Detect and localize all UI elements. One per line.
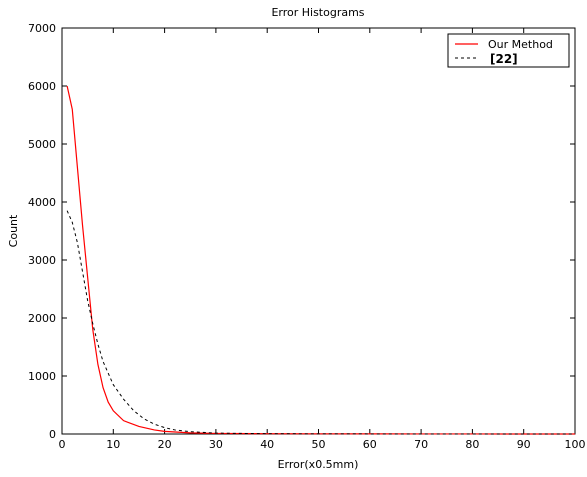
y-axis: 0 1000 2000 3000 4000 5000 6000 7000 <box>28 22 575 441</box>
y-tick-label: 0 <box>49 428 56 441</box>
legend: Our Method [22] <box>447 33 570 68</box>
x-tick-label: 60 <box>363 438 377 451</box>
x-tick-label: 50 <box>312 438 326 451</box>
x-tick-label: 10 <box>106 438 120 451</box>
x-tick-label: 0 <box>59 438 66 451</box>
y-tick-label: 7000 <box>28 22 56 35</box>
legend-label-22: [22] <box>490 52 518 66</box>
series-line-ref-22 <box>66 210 575 435</box>
chart-title: Error Histograms <box>271 6 364 19</box>
x-tick-label: 100 <box>565 438 586 451</box>
x-tick-label: 80 <box>465 438 479 451</box>
x-axis: 0 10 20 30 40 50 60 70 80 90 100 <box>59 28 586 451</box>
y-tick-label: 2000 <box>28 312 56 325</box>
y-tick-label: 5000 <box>28 138 56 151</box>
x-tick-label: 90 <box>517 438 531 451</box>
series-line-our-method <box>66 85 575 435</box>
legend-box <box>447 33 570 68</box>
series-layer <box>66 85 575 435</box>
x-tick-label: 70 <box>414 438 428 451</box>
y-tick-label: 4000 <box>28 196 56 209</box>
x-axis-label: Error(x0.5mm) <box>278 458 359 471</box>
y-tick-label: 1000 <box>28 370 56 383</box>
x-tick-label: 30 <box>209 438 223 451</box>
y-axis-label: Count <box>7 214 20 247</box>
y-tick-label: 6000 <box>28 80 56 93</box>
plot-area <box>61 27 576 435</box>
y-tick-label: 3000 <box>28 254 56 267</box>
x-tick-label: 40 <box>260 438 274 451</box>
legend-label-our-method: Our Method <box>488 38 553 51</box>
x-tick-label: 20 <box>158 438 172 451</box>
